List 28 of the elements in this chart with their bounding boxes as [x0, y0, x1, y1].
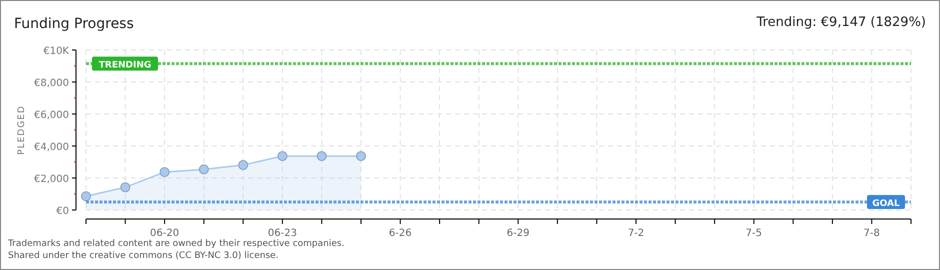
point — [160, 167, 170, 178]
y-axis-title: PLEDGED — [17, 105, 27, 155]
text: Shared under the creative commons (CC BY-NC 3.0) license. — [8, 251, 279, 261]
x-tick-label: 7-5 — [746, 228, 762, 239]
point — [198, 164, 209, 174]
point — [277, 151, 288, 162]
chart-title: Funding Progress — [14, 16, 134, 32]
x-tick-label: 06-20 — [150, 228, 180, 239]
chart-subtitle: Trending: €9,147 (1829%) — [756, 15, 926, 30]
point — [238, 160, 248, 170]
x-tick-label: 7-2 — [628, 228, 644, 239]
ref-line-label: TRENDING — [98, 60, 152, 71]
x-tick-label: 6-29 — [506, 228, 530, 239]
x-tick-label: 06-23 — [268, 228, 297, 239]
y-tick-label: €10K — [43, 46, 70, 57]
y-tick-label: €8,000 — [34, 78, 69, 89]
y-tick-label: €2,000 — [34, 174, 69, 185]
x-tick-label: 7-8 — [864, 228, 880, 239]
point — [81, 191, 91, 202]
text: Trademarks and related content are owned by their respective companies. — [7, 239, 344, 249]
point — [356, 151, 366, 162]
y-tick-label: €4,000 — [34, 142, 69, 153]
y-tick-label: €0 — [56, 206, 69, 217]
ref-line-label: GOAL — [872, 199, 900, 209]
x-tick-label: 6-26 — [388, 228, 412, 239]
point — [120, 182, 130, 192]
point — [316, 151, 327, 162]
y-tick-label: €6,000 — [34, 110, 69, 121]
